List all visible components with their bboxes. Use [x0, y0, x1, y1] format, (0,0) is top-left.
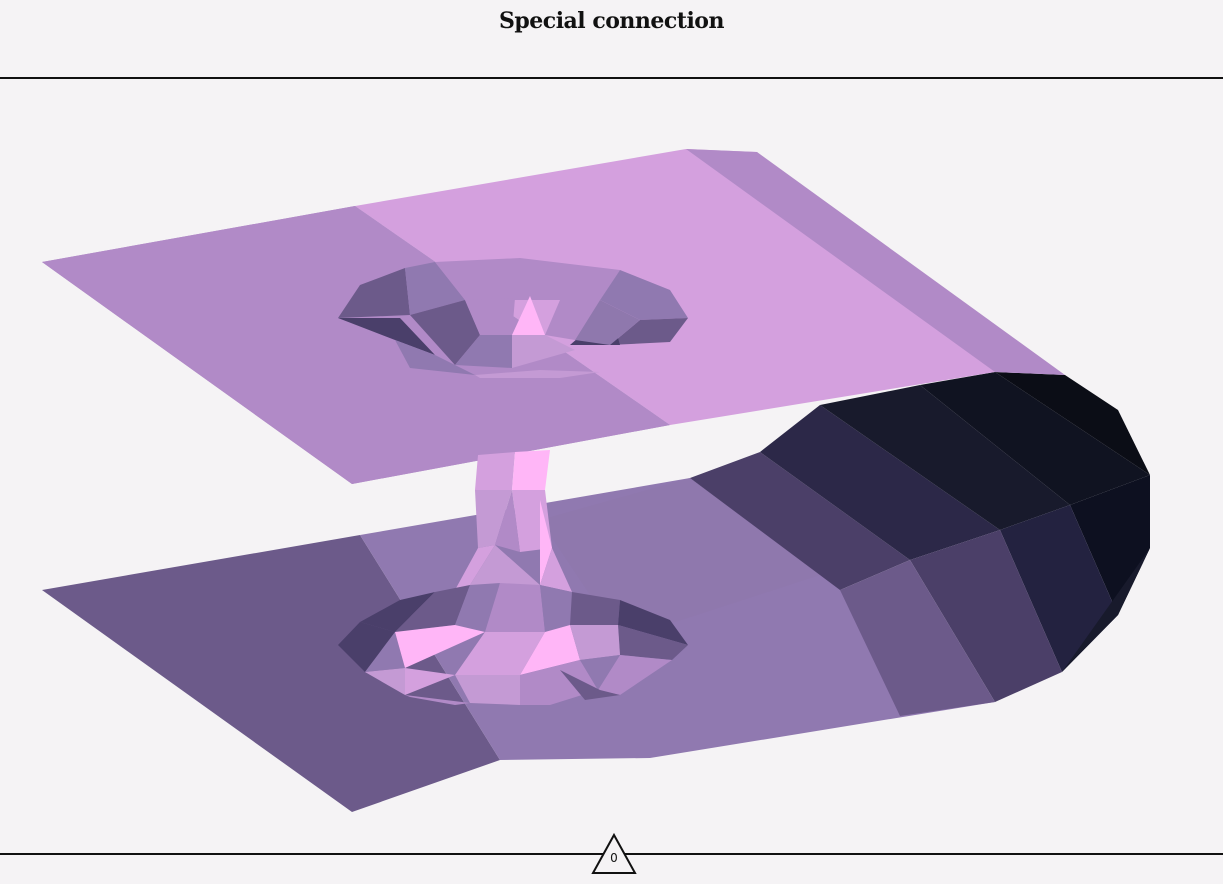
top-plane — [42, 149, 1065, 484]
tube-neck — [455, 450, 572, 592]
top-divider — [0, 77, 1223, 79]
top-hole — [338, 258, 688, 378]
bend-connector — [690, 372, 1150, 716]
bottom-hole — [338, 583, 688, 705]
marker-label: 0 — [610, 851, 618, 865]
origin-marker-button[interactable]: 0 — [590, 832, 638, 876]
surface-3d-view[interactable] — [0, 79, 1223, 853]
page-title: Special connection — [499, 8, 724, 34]
triangle-icon — [591, 832, 637, 874]
